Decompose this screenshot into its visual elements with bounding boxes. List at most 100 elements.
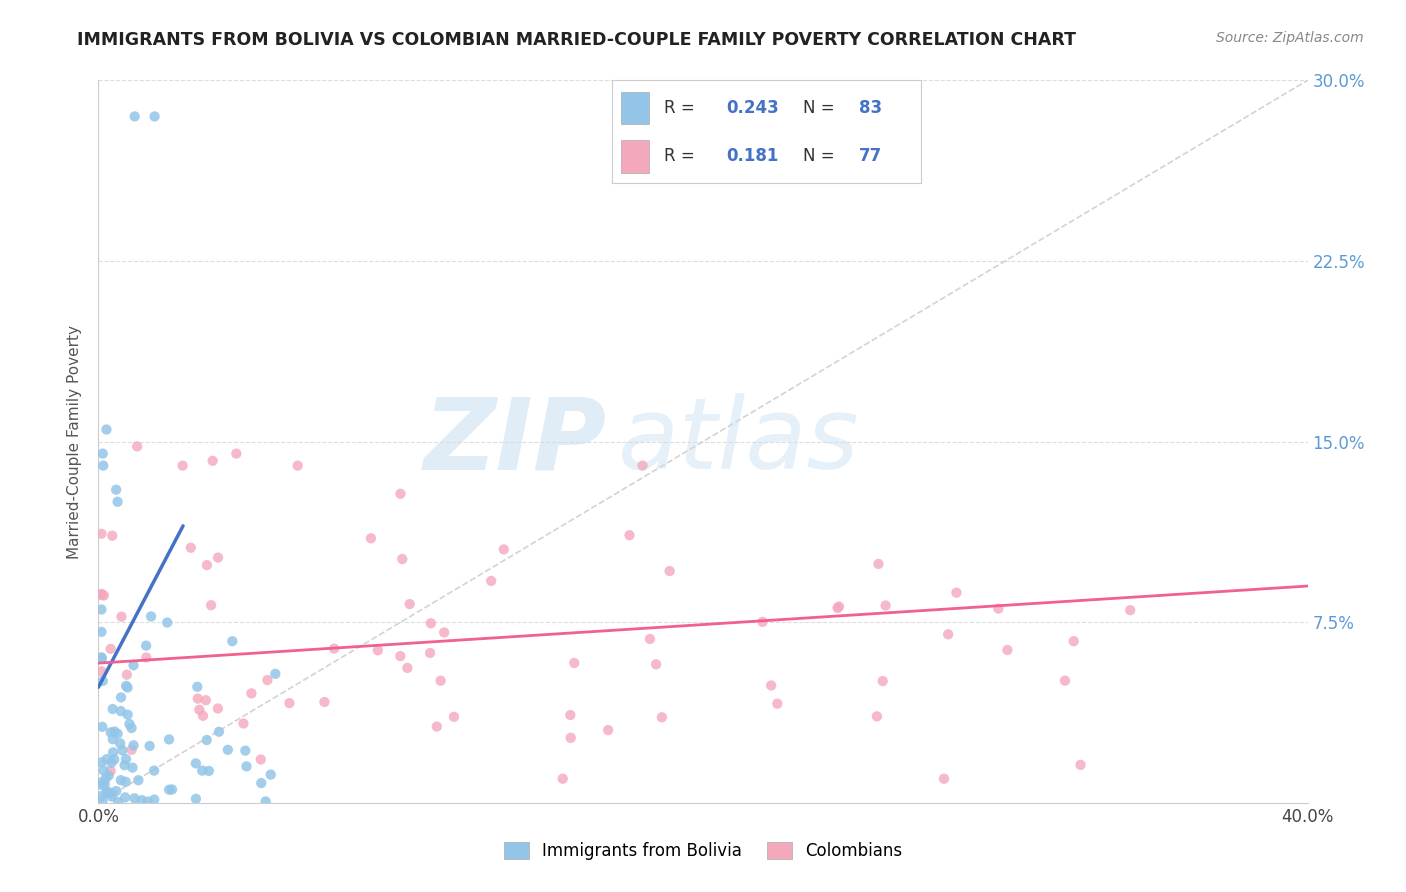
Point (184, 756, 207, 771)
Text: Source: ZipAtlas.com: Source: ZipAtlas.com (1216, 31, 1364, 45)
Point (1119, 603, 1142, 617)
Point (188, 703, 211, 717)
Point (932, 772, 955, 786)
Point (207, 550, 229, 565)
Point (94, 777, 117, 791)
Point (391, 552, 413, 566)
Point (198, 764, 221, 778)
Point (260, 767, 283, 781)
Point (194, 693, 217, 707)
Point (398, 597, 420, 611)
Point (1053, 673, 1076, 688)
Point (143, 764, 166, 778)
Point (101, 789, 124, 804)
Legend: Immigrants from Bolivia, Colombians: Immigrants from Bolivia, Colombians (496, 835, 910, 867)
Point (658, 564, 681, 578)
FancyBboxPatch shape (621, 92, 648, 124)
Point (221, 634, 243, 648)
Point (254, 795, 277, 809)
Point (115, 752, 138, 766)
Point (997, 643, 1019, 657)
Point (651, 710, 673, 724)
Point (191, 708, 214, 723)
Point (264, 666, 287, 681)
Point (433, 625, 456, 640)
Point (121, 721, 143, 735)
Point (90, 587, 112, 601)
Point (111, 743, 134, 757)
Point (560, 731, 582, 745)
Point (492, 542, 515, 557)
Point (250, 776, 273, 790)
Point (645, 657, 668, 672)
Point (195, 558, 218, 573)
Point (90, 526, 112, 541)
Point (114, 774, 136, 789)
Point (868, 557, 890, 571)
Point (945, 585, 967, 599)
Point (759, 678, 782, 692)
Point (122, 739, 145, 753)
Point (360, 531, 382, 545)
Point (107, 727, 129, 741)
Text: 0.243: 0.243 (725, 99, 779, 117)
Point (207, 701, 229, 715)
Point (103, 752, 125, 766)
Point (560, 708, 582, 723)
Point (233, 744, 256, 758)
Point (827, 601, 849, 615)
Point (90, 665, 112, 679)
Point (100, 787, 122, 801)
Text: 77: 77 (859, 147, 883, 165)
Point (101, 745, 124, 759)
Point (101, 732, 124, 747)
Point (426, 720, 449, 734)
Point (143, 109, 166, 123)
Point (256, 673, 278, 687)
Point (598, 723, 620, 737)
Point (114, 790, 136, 805)
Point (97, 768, 120, 782)
Point (100, 641, 122, 656)
Point (138, 739, 160, 753)
Point (131, 793, 153, 807)
Text: R =: R = (664, 99, 700, 117)
Point (122, 658, 145, 673)
Point (160, 782, 183, 797)
FancyBboxPatch shape (621, 140, 648, 173)
Point (93, 764, 115, 778)
Point (389, 649, 412, 664)
Point (101, 529, 124, 543)
Point (96, 422, 118, 436)
Point (101, 702, 124, 716)
Point (200, 598, 222, 612)
Point (96, 786, 118, 800)
Point (91, 446, 114, 460)
Point (249, 752, 271, 766)
Point (108, 736, 131, 750)
Point (323, 641, 346, 656)
Point (866, 709, 889, 723)
Point (987, 601, 1010, 615)
Point (118, 717, 141, 731)
Point (479, 574, 502, 588)
Point (562, 656, 585, 670)
Point (235, 759, 257, 773)
Point (875, 599, 897, 613)
Point (156, 615, 179, 630)
Point (184, 792, 207, 806)
Point (143, 792, 166, 806)
Point (90, 588, 112, 602)
Point (93, 589, 115, 603)
Point (115, 679, 138, 693)
Point (551, 772, 574, 786)
Point (135, 639, 157, 653)
Point (91, 794, 114, 808)
Point (121, 761, 143, 775)
Text: ZIP: ZIP (423, 393, 606, 490)
Point (135, 650, 157, 665)
Point (443, 710, 465, 724)
Point (127, 439, 149, 453)
Point (619, 528, 641, 542)
Text: N =: N = (803, 147, 841, 165)
